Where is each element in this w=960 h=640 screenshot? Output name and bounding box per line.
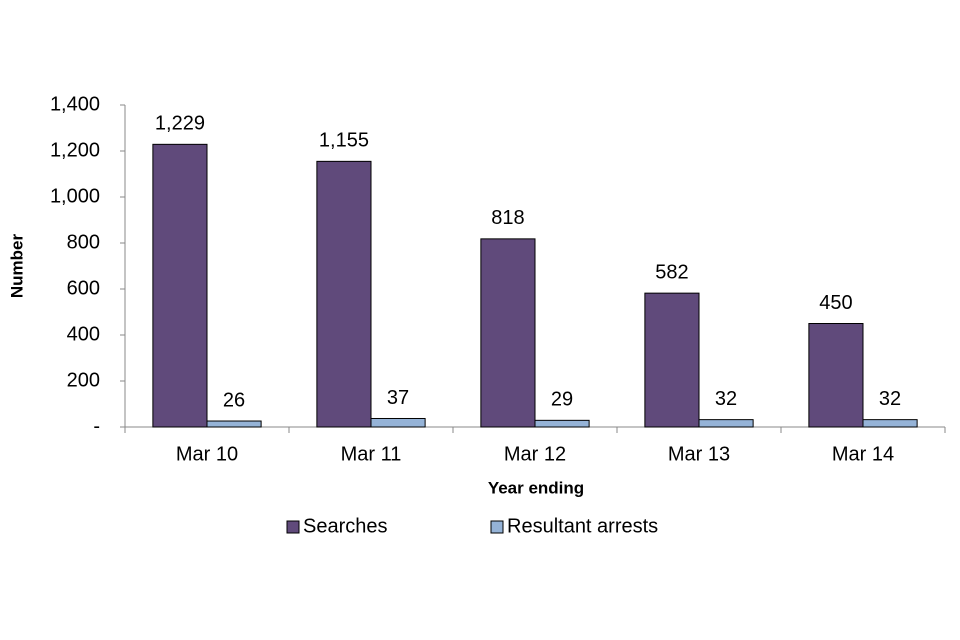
bar [370, 417, 426, 428]
y-tick-label: 1,400 [50, 93, 100, 115]
legend-swatch [490, 520, 504, 534]
value-label: 29 [551, 389, 573, 411]
y-tick-label: 1,000 [50, 185, 100, 207]
y-tick-label: 800 [67, 231, 100, 253]
value-label: 1,155 [319, 130, 369, 152]
legend-label: Resultant arrests [507, 515, 658, 537]
bar [808, 323, 864, 428]
y-tick-label: - [93, 415, 100, 437]
value-label: 450 [819, 292, 852, 314]
y-tick-label: 1,200 [50, 139, 100, 161]
bar [152, 143, 208, 428]
legend-label: Searches [303, 515, 388, 537]
bar [698, 419, 754, 428]
bar [644, 292, 700, 428]
x-axis-title: Year ending [488, 478, 584, 497]
x-tick-label: Mar 10 [176, 443, 238, 465]
bar [316, 160, 372, 428]
y-tick-label: 600 [67, 277, 100, 299]
value-label: 32 [715, 388, 737, 410]
x-tick-label: Mar 12 [504, 443, 566, 465]
y-tick-label: 400 [67, 323, 100, 345]
value-label: 1,229 [155, 113, 205, 135]
x-tick-label: Mar 14 [832, 443, 894, 465]
value-label: 582 [655, 261, 688, 283]
x-tick-label: Mar 11 [341, 443, 402, 465]
value-label: 818 [491, 207, 524, 229]
x-tick-label: Mar 13 [668, 443, 730, 465]
value-label: 32 [879, 388, 901, 410]
value-label: 26 [223, 389, 245, 411]
bar [862, 419, 918, 428]
bar [534, 419, 590, 428]
y-axis-title: Number [7, 234, 26, 299]
legend-swatch [286, 520, 300, 534]
bar [480, 238, 536, 428]
bar [206, 420, 262, 428]
y-tick-label: 200 [67, 369, 100, 391]
value-label: 37 [387, 387, 409, 409]
